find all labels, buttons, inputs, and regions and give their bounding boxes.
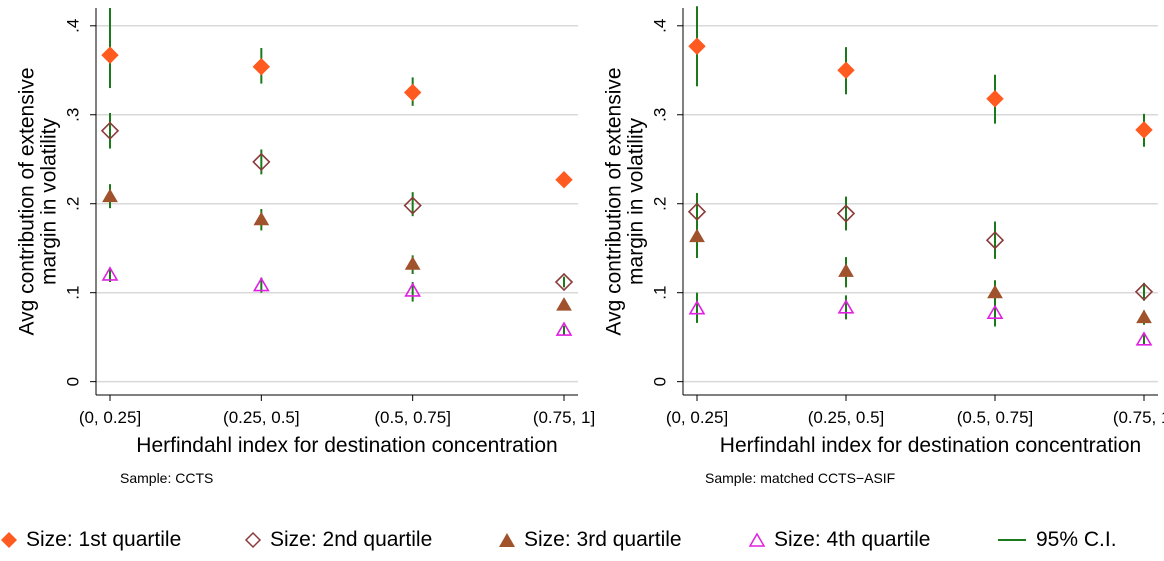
point-2nd-quartile	[836, 204, 856, 223]
x-tick-label: (0.25, 0.5]	[808, 408, 885, 427]
y-axis-title-line1: Avg contribution of extensive	[603, 67, 626, 335]
y-tick-label: .4	[650, 19, 669, 33]
legend-item-1st-quartile: Size: 1st quartile	[0, 528, 181, 552]
diamond-hollow-icon	[244, 531, 262, 549]
legend-label: Size: 1st quartile	[26, 528, 182, 551]
ci-line-icon	[998, 539, 1026, 541]
point-2nd-quartile	[687, 202, 707, 221]
point-1st-quartile	[101, 46, 119, 64]
point-1st-quartile	[688, 37, 706, 55]
y-tick-label: .2	[63, 197, 82, 211]
x-tick-label: (0, 0.25]	[79, 408, 141, 427]
point-3rd-quartile	[253, 211, 270, 226]
point-4th-quartile	[555, 321, 573, 336]
point-2nd-quartile	[985, 231, 1005, 250]
x-axis-title: Herfindahl index for destination concent…	[720, 434, 1141, 457]
point-2nd-quartile	[403, 196, 422, 215]
y-axis-title-line2: margin in volatility	[38, 118, 61, 285]
legend-label: Size: 2nd quartile	[270, 528, 433, 551]
point-1st-quartile	[555, 170, 573, 189]
x-tick-label: (0.75, 1]	[533, 408, 595, 427]
triangle-filled-icon	[499, 533, 515, 547]
legend-item-3rd-quartile: Size: 3rd quartile	[498, 528, 682, 552]
point-4th-quartile	[101, 266, 119, 281]
point-4th-quartile	[986, 304, 1004, 319]
point-3rd-quartile	[987, 284, 1003, 299]
point-3rd-quartile	[556, 297, 572, 311]
legend-label: Size: 3rd quartile	[524, 528, 682, 551]
y-tick-label: .3	[63, 108, 82, 122]
y-tick-label: .1	[650, 286, 669, 300]
point-2nd-quartile	[1134, 282, 1154, 301]
y-axis-title-line1: Avg contribution of extensive	[16, 67, 39, 335]
point-4th-quartile	[1135, 331, 1153, 346]
sample-note: Sample: CCTS	[120, 470, 213, 486]
legend-item-ci: 95% C.I.	[996, 528, 1117, 552]
point-3rd-quartile	[404, 256, 421, 270]
x-tick-label: (0, 0.25]	[666, 408, 728, 427]
x-axis-title: Herfindahl index for destination concent…	[136, 434, 557, 457]
x-tick-label: (0.5, 0.75]	[957, 408, 1034, 427]
point-2nd-quartile	[100, 121, 120, 140]
triangle-hollow-icon	[748, 532, 766, 547]
y-tick-label: .3	[650, 108, 669, 122]
point-4th-quartile	[688, 300, 706, 315]
point-4th-quartile	[404, 282, 422, 297]
y-tick-label: 0	[63, 377, 82, 386]
y-axis-title-line2: margin in volatility	[625, 118, 648, 285]
diamond-filled-icon	[1, 532, 17, 548]
point-4th-quartile	[252, 276, 270, 292]
legend-label: 95% C.I.	[1036, 528, 1117, 551]
chart-panel-1: 0 .1 .2 .3 .4 (0, 0.25] (0.25, 0.5] (0.5, 0.75]…	[16, 8, 595, 486]
chart-panel-2: 0 .1 .2 .3 .4 (0, 0.25] (0.25, 0.5] (0.5, 0.75]…	[603, 6, 1164, 486]
y-tick-label: .2	[650, 197, 669, 211]
legend: Size: 1st quartile Size: 2nd quartile Si…	[0, 528, 1164, 558]
chart-panels: 0 .1 .2 .3 .4 (0, 0.25] (0.25, 0.5] (0.5, 0.75]…	[16, 6, 1164, 486]
sample-note: Sample: matched CCTS−ASIF	[705, 470, 895, 486]
point-2nd-quartile	[554, 272, 574, 292]
point-3rd-quartile	[689, 228, 705, 243]
y-tick-label: .4	[63, 19, 82, 33]
x-tick-label: (0.75, 1]	[1113, 408, 1164, 427]
point-1st-quartile	[837, 61, 855, 79]
point-1st-quartile	[1135, 121, 1153, 139]
y-tick-label: 0	[650, 377, 669, 386]
point-3rd-quartile	[838, 263, 854, 277]
x-tick-label: (0.5, 0.75]	[374, 408, 451, 427]
point-3rd-quartile	[102, 188, 118, 203]
point-1st-quartile	[986, 90, 1004, 108]
point-1st-quartile	[252, 58, 271, 76]
y-tick-label: .1	[63, 286, 82, 300]
point-1st-quartile	[403, 83, 422, 102]
point-4th-quartile	[837, 299, 855, 314]
x-tick-label: (0.25, 0.5]	[223, 408, 300, 427]
legend-item-4th-quartile: Size: 4th quartile	[748, 528, 930, 552]
legend-label: Size: 4th quartile	[774, 528, 931, 551]
point-2nd-quartile	[252, 152, 271, 172]
legend-item-2nd-quartile: Size: 2nd quartile	[244, 528, 432, 552]
point-3rd-quartile	[1136, 309, 1152, 324]
